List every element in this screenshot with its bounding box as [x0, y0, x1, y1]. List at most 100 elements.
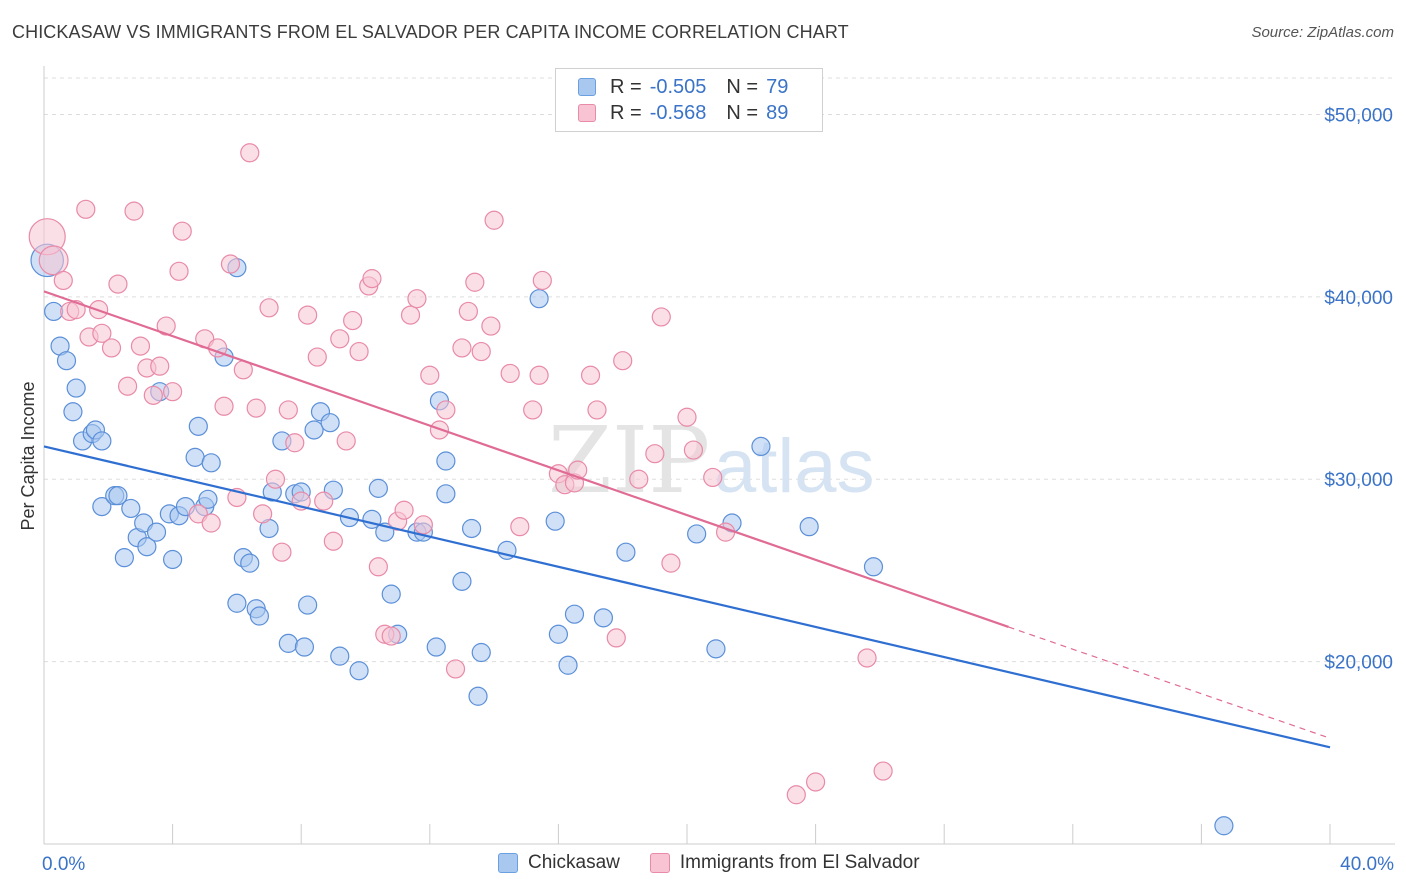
el-salvador-point	[362, 269, 382, 289]
el-salvador-point	[587, 400, 607, 420]
chickasaw-point	[114, 548, 134, 568]
el-salvador-point	[703, 467, 723, 488]
el-salvador-point	[143, 385, 163, 405]
chickasaw-point	[468, 686, 488, 706]
chickasaw-point	[137, 537, 157, 557]
chickasaw-point	[188, 416, 208, 436]
series-legend-item-chickasaw[interactable]: Chickasaw	[498, 852, 620, 874]
legend-n-label: N =	[726, 101, 759, 124]
x-tick-label: 0.0%	[42, 854, 85, 875]
el-salvador-point	[661, 553, 681, 573]
chickasaw-point	[249, 606, 270, 626]
x-tick-label: 40.0%	[1340, 854, 1394, 875]
chickasaw-point	[706, 639, 726, 659]
el-salvador-point	[805, 772, 826, 792]
el-salvador-point	[323, 531, 343, 551]
legend-swatch-chickasaw	[578, 78, 596, 96]
series-label-el-salvador: Immigrants from El Salvador	[679, 852, 920, 873]
el-salvador-point	[651, 307, 671, 327]
legend-row-el-salvador: R = -0.568 N = 89	[578, 101, 788, 125]
series-swatch-el-salvador	[649, 853, 670, 873]
el-salvador-point	[629, 469, 649, 489]
el-salvador-point	[336, 431, 356, 451]
el-salvador-point	[38, 245, 69, 276]
el-salvador-point	[92, 323, 112, 343]
el-salvador-point	[265, 469, 286, 489]
chickasaw-point	[146, 522, 167, 542]
chickasaw-point	[278, 633, 298, 653]
correlation-legend: R = -0.505 N = 79 R = -0.568 N = 89	[555, 68, 823, 132]
el-salvador-point	[407, 289, 427, 309]
el-salvador-point	[523, 400, 543, 420]
chickasaw-point	[687, 524, 707, 544]
el-salvador-point	[298, 305, 318, 325]
chickasaw-point	[381, 584, 401, 604]
el-salvador-point	[580, 365, 601, 385]
chickasaw-point	[452, 571, 472, 591]
el-salvador-point	[314, 491, 334, 511]
el-salvador-trend-line	[43, 290, 1009, 629]
watermark-atlas: atlas	[714, 424, 875, 509]
el-salvador-point	[169, 261, 189, 281]
el-salvador-point	[285, 433, 305, 453]
el-salvador-point	[278, 400, 298, 420]
chickasaw-point	[471, 642, 491, 663]
el-salvador-point	[124, 201, 144, 221]
chickasaw-point	[751, 436, 771, 457]
el-salvador-point	[484, 210, 504, 230]
el-salvador-point	[349, 341, 369, 362]
el-salvador-point	[613, 351, 633, 371]
chickasaw-point	[529, 289, 549, 309]
el-salvador-point	[683, 440, 704, 460]
el-salvador-point	[220, 254, 241, 274]
y-tick-label: $50,000	[1324, 105, 1393, 126]
legend-n-value: 89	[766, 101, 789, 124]
el-salvador-point	[529, 365, 549, 385]
chickasaw-point	[108, 486, 128, 506]
el-salvador-point	[436, 400, 456, 420]
chickasaw-point	[320, 413, 340, 433]
el-salvador-point	[53, 270, 73, 291]
legend-r-value: -0.505	[649, 75, 707, 98]
el-salvador-point	[163, 382, 183, 402]
el-salvador-point	[381, 626, 401, 646]
chickasaw-point	[92, 496, 112, 517]
series-swatch-chickasaw	[498, 853, 518, 873]
chickasaw-point	[185, 447, 205, 467]
legend-n-value: 79	[766, 75, 789, 98]
el-salvador-point	[259, 298, 279, 318]
el-salvador-point	[307, 347, 327, 367]
chickasaw-point	[461, 518, 482, 539]
el-salvador-point	[394, 500, 414, 520]
chickasaw-point	[298, 595, 318, 615]
chickasaw-point	[294, 637, 315, 657]
chickasaw-point	[436, 451, 456, 471]
el-salvador-point	[330, 329, 350, 349]
chickasaw-point	[240, 553, 260, 573]
legend-r-label: R =	[610, 75, 642, 98]
chickasaw-point	[436, 484, 456, 504]
el-salvador-point	[532, 270, 552, 291]
legend-r-value: -0.568	[649, 101, 707, 124]
el-salvador-point	[214, 396, 234, 416]
el-salvador-point	[130, 336, 151, 356]
series-legend-item-el-salvador[interactable]: Immigrants from El Salvador	[649, 852, 920, 874]
legend-row-chickasaw: R = -0.505 N = 79	[578, 75, 788, 99]
el-salvador-point	[500, 363, 520, 384]
chickasaw-point	[368, 478, 388, 498]
el-salvador-point	[510, 517, 530, 537]
chickasaw-point	[304, 420, 324, 440]
el-salvador-point	[465, 272, 485, 292]
chickasaw-point	[564, 604, 585, 624]
el-salvador-point	[471, 341, 491, 362]
series-label-chickasaw: Chickasaw	[528, 852, 620, 873]
series-legend: Chickasaw Immigrants from El Salvador	[498, 852, 950, 874]
chickasaw-point	[1214, 816, 1234, 836]
chickasaw-point	[44, 301, 64, 322]
el-salvador-point	[400, 305, 421, 325]
chickasaw-point	[426, 637, 446, 657]
chickasaw-point	[66, 378, 86, 398]
el-salvador-point	[873, 761, 893, 781]
y-axis-label: Per Capita Income	[18, 381, 38, 530]
legend-swatch-el-salvador	[578, 104, 596, 122]
